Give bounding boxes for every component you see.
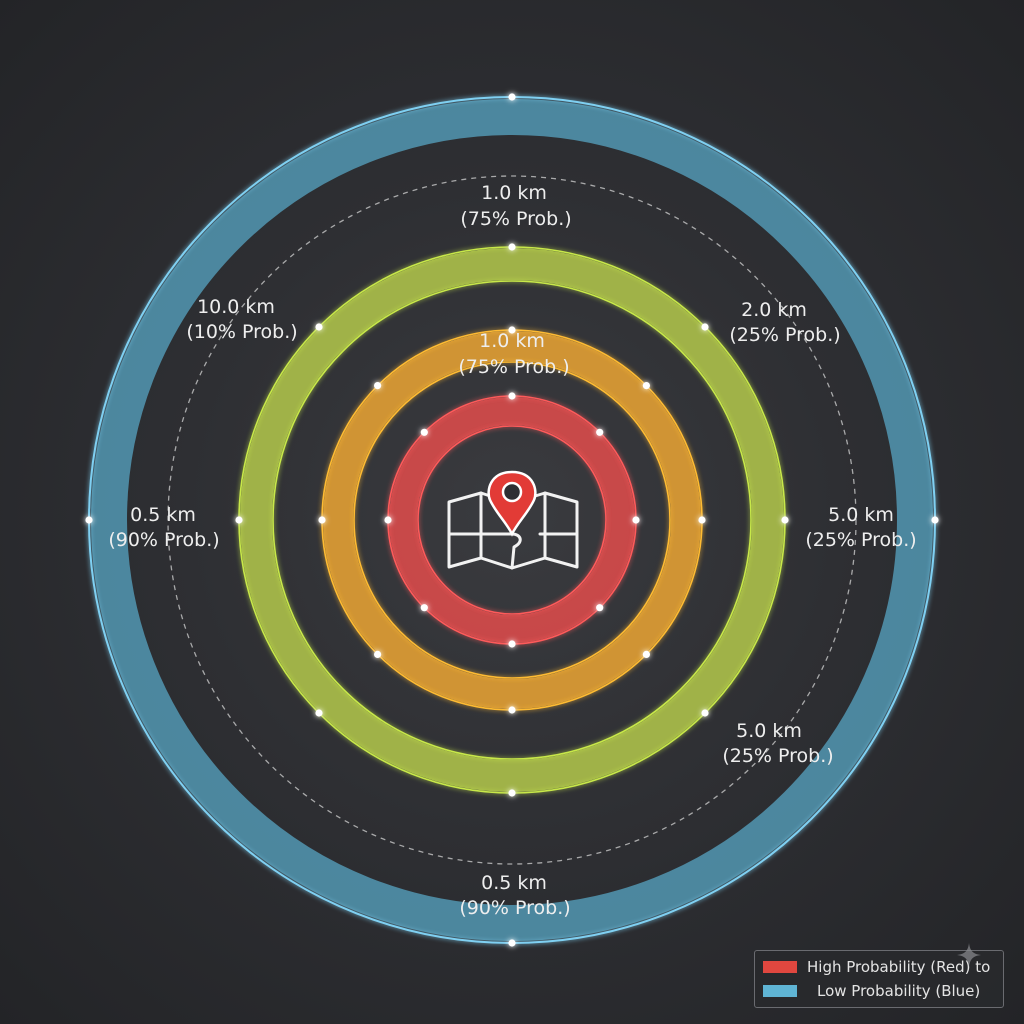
node-dot-orange [508, 706, 516, 714]
node-dot-red [508, 392, 516, 400]
label-bottom-probability: (90% Prob.) [459, 897, 570, 919]
legend-item-low: Low Probability (Blue) [763, 982, 980, 1000]
label-left: 0.5 km (90% Prob.) [108, 504, 219, 551]
legend: High Probability (Red) to Low Probabilit… [754, 950, 1004, 1008]
label-left-distance: 0.5 km [130, 504, 196, 526]
ring-red-edge-inner [417, 425, 607, 615]
label-bottom: 0.5 km (90% Prob.) [459, 872, 570, 919]
node-dot-red [384, 516, 392, 524]
label-upper-left-probability: (10% Prob.) [186, 321, 297, 343]
node-dot-orange [642, 382, 651, 390]
node-dot-orange [698, 516, 706, 524]
node-dot-yellow-green [508, 243, 516, 251]
label-upper-left: 10.0 km (10% Prob.) [186, 296, 297, 343]
legend-label-low: Low Probability (Blue) [817, 982, 981, 1000]
label-upper-right-probability: (25% Prob.) [729, 324, 840, 346]
node-dot-orange [374, 382, 382, 390]
node-dot-yellow-green [315, 323, 323, 331]
node-dot-blue [508, 93, 516, 101]
location-pin-icon [487, 470, 537, 537]
ring-red-band [389, 397, 635, 643]
node-dot-yellow-green [315, 709, 323, 717]
node-dot-yellow-green [701, 709, 709, 717]
node-dot-red [420, 604, 428, 612]
ring-blue-band [91, 99, 933, 941]
ring-yellow-green-band [240, 248, 784, 792]
node-dot-orange [374, 650, 382, 659]
node-dot-red [596, 428, 604, 436]
legend-swatch-high [763, 961, 797, 973]
label-top-outer: 1.0 km (75% Prob.) [460, 182, 571, 230]
label-top-inner-probability: (75% Prob.) [458, 356, 569, 378]
node-dot-yellow-green [235, 516, 243, 524]
node-dot-orange [318, 516, 326, 524]
node-dot-red [508, 640, 516, 648]
node-dot-yellow-green [781, 516, 789, 524]
label-upper-right-distance: 2.0 km [741, 299, 807, 321]
node-dot-orange [642, 650, 651, 659]
dashed-boundary-circle [167, 175, 857, 865]
label-bottom-distance: 0.5 km [481, 872, 547, 894]
label-right: 5.0 km (25% Prob.) [805, 504, 916, 551]
legend-label-high: High Probability (Red) to [807, 958, 991, 976]
label-right-probability: (25% Prob.) [805, 529, 916, 551]
ring-nodes [85, 93, 939, 947]
legend-swatch-low [763, 985, 797, 997]
node-dot-yellow-green [508, 789, 516, 797]
label-top-outer-probability: (75% Prob.) [460, 208, 571, 230]
label-upper-left-distance: 10.0 km [197, 296, 275, 318]
map-with-location-pin-icon [447, 470, 579, 570]
label-upper-right: 2.0 km (25% Prob.) [729, 299, 840, 346]
ring-yellow-green-edge-inner [272, 280, 752, 760]
node-dot-blue [508, 939, 516, 947]
legend-item-high: High Probability (Red) to [763, 958, 990, 976]
node-dot-blue [85, 516, 93, 524]
ring-orange-edge-inner [353, 361, 671, 679]
label-lower-right-probability: (25% Prob.) [722, 745, 833, 767]
label-top-inner-distance: 1.0 km [479, 330, 545, 352]
label-left-probability: (90% Prob.) [108, 529, 219, 551]
node-dot-yellow-green [701, 323, 709, 331]
node-dot-blue [931, 516, 939, 524]
node-dot-orange [508, 326, 516, 334]
node-dot-red [596, 604, 604, 612]
ring-orange-band [323, 331, 701, 709]
sparkle-icon [957, 943, 981, 967]
label-lower-right-distance: 5.0 km [736, 720, 802, 742]
label-top-outer-distance: 1.0 km [481, 182, 547, 204]
label-top-inner: 1.0 km (75% Prob.) [458, 330, 569, 378]
node-dot-red [420, 428, 428, 436]
label-right-distance: 5.0 km [828, 504, 894, 526]
node-dot-red [632, 516, 640, 524]
label-lower-right: 5.0 km (25% Prob.) [722, 720, 833, 767]
